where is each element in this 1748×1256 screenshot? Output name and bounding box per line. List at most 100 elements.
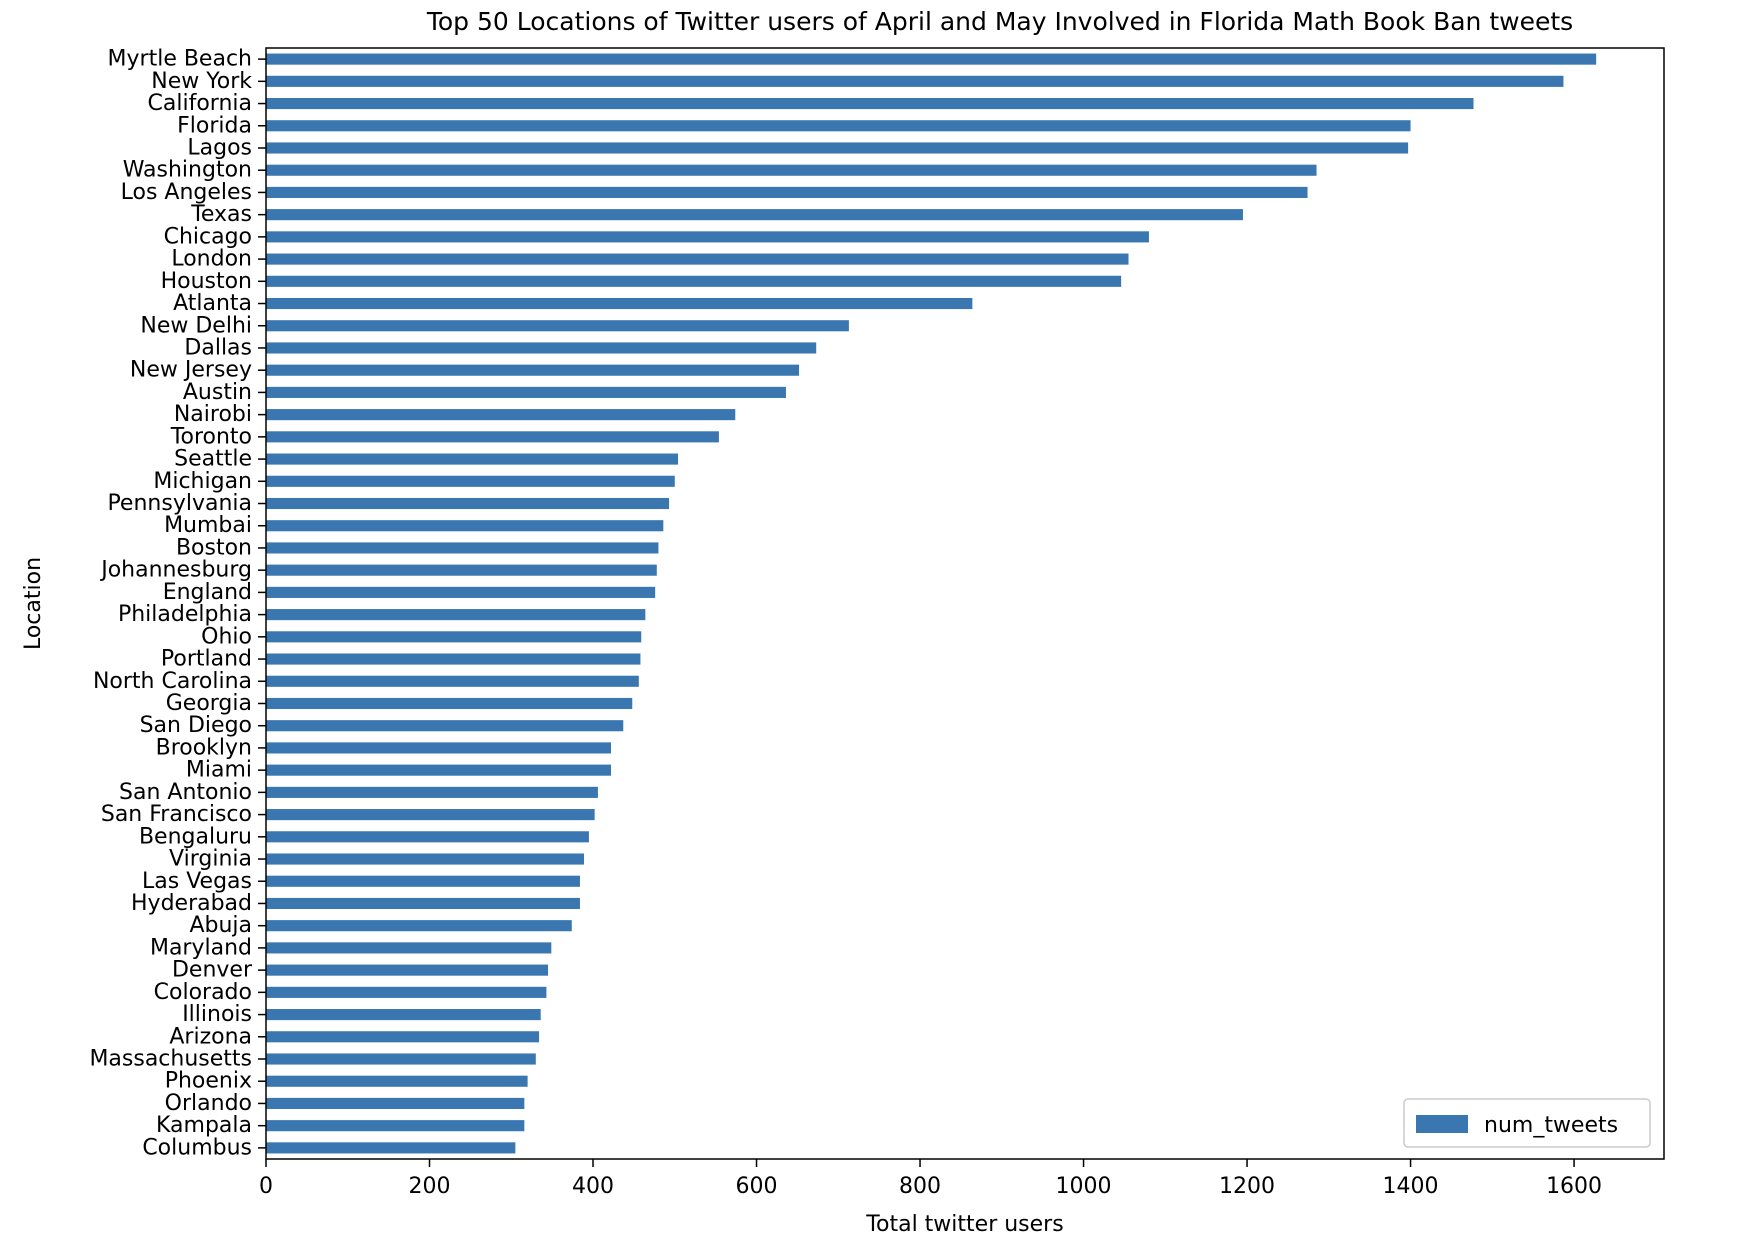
- y-tick-label: Philadelphia: [118, 602, 252, 627]
- y-tick-label: Phoenix: [165, 1069, 252, 1094]
- y-tick-label: Portland: [161, 647, 252, 672]
- x-tick-label: 800: [899, 1174, 941, 1199]
- legend-swatch: [1416, 1115, 1468, 1133]
- y-tick-label: New Delhi: [140, 313, 252, 338]
- bar-colorado: [266, 986, 547, 998]
- y-tick-label: Maryland: [150, 935, 252, 960]
- bar-philadelphia: [266, 609, 646, 621]
- x-tick-label: 200: [409, 1174, 451, 1199]
- bar-toronto: [266, 431, 719, 443]
- y-tick-label: Boston: [176, 535, 252, 560]
- bar-new-york: [266, 75, 1564, 87]
- y-tick-label: Toronto: [170, 424, 252, 449]
- x-axis-title: Total twitter users: [865, 1212, 1063, 1237]
- x-axis-ticks: 0 200 400 600 800 1000 1200 1400 1600: [259, 1159, 1602, 1199]
- bar-johannesburg: [266, 564, 657, 576]
- bar-san-antonio: [266, 786, 598, 798]
- x-tick-label: 600: [736, 1174, 778, 1199]
- bar-michigan: [266, 475, 675, 487]
- y-tick-label: Texas: [190, 202, 252, 227]
- bar-miami: [266, 764, 612, 776]
- y-tick-label: Dallas: [184, 335, 252, 360]
- y-tick-label: Pennsylvania: [107, 491, 252, 516]
- x-tick-label: 400: [572, 1174, 614, 1199]
- bar-san-francisco: [266, 809, 595, 821]
- bar-bengaluru: [266, 831, 589, 843]
- y-tick-label: England: [163, 580, 252, 605]
- y-tick-label: Massachusetts: [89, 1047, 252, 1072]
- y-axis-title: Location: [21, 557, 46, 650]
- bar-england: [266, 586, 656, 598]
- bar-orlando: [266, 1097, 525, 1110]
- bar-dallas: [266, 342, 817, 354]
- y-tick-label: Virginia: [169, 847, 252, 872]
- y-tick-label: London: [171, 247, 252, 272]
- bar-virginia: [266, 853, 585, 865]
- bar-hyderabad: [266, 897, 580, 910]
- legend-box: [1403, 1098, 1651, 1148]
- bar-illinois: [266, 1009, 541, 1021]
- bar-las-vegas: [266, 875, 580, 887]
- y-tick-label: Abuja: [189, 913, 252, 938]
- y-tick-label: Hyderabad: [131, 891, 252, 916]
- chart-title: Top 50 Locations of Twitter users of Apr…: [426, 7, 1573, 36]
- bar-denver: [266, 964, 549, 976]
- y-tick-label: Austin: [183, 380, 252, 405]
- y-tick-label: Arizona: [169, 1024, 252, 1049]
- y-tick-label: Washington: [123, 158, 252, 183]
- y-tick-label: Mumbai: [164, 513, 252, 538]
- x-tick-label: 1000: [1056, 1174, 1112, 1199]
- bar-new-delhi: [266, 320, 849, 332]
- y-tick-label: Denver: [172, 958, 253, 983]
- bar-arizona: [266, 1031, 540, 1043]
- bar-florida: [266, 120, 1411, 132]
- bar-portland: [266, 653, 641, 665]
- y-tick-label: North Carolina: [93, 669, 252, 694]
- bar-abuja: [266, 920, 572, 932]
- bars-group: [266, 53, 1597, 1154]
- x-tick-label: 1400: [1383, 1174, 1439, 1199]
- bar-north-carolina: [266, 675, 639, 687]
- bar-los-angeles: [266, 186, 1308, 198]
- y-tick-label: Columbus: [142, 1135, 252, 1160]
- y-tick-label: Chicago: [164, 224, 252, 249]
- bar-nairobi: [266, 409, 736, 421]
- y-tick-label: Lagos: [187, 135, 252, 160]
- y-tick-label: San Francisco: [101, 802, 252, 827]
- x-tick-label: 1200: [1219, 1174, 1275, 1199]
- y-tick-label: New York: [151, 69, 252, 94]
- y-tick-label: Michigan: [153, 469, 252, 494]
- bar-lagos: [266, 142, 1409, 154]
- bar-myrtle-beach: [266, 53, 1597, 65]
- bar-mumbai: [266, 520, 664, 532]
- legend-label: num_tweets: [1484, 1113, 1618, 1138]
- y-tick-label: Nairobi: [174, 402, 252, 427]
- bar-new-jersey: [266, 364, 800, 376]
- bar-austin: [266, 386, 786, 398]
- y-tick-label: Ohio: [201, 624, 252, 649]
- y-tick-label: Houston: [161, 269, 252, 294]
- bar-atlanta: [266, 297, 973, 310]
- bar-georgia: [266, 697, 633, 710]
- y-tick-label: Myrtle Beach: [108, 47, 252, 72]
- bar-washington: [266, 164, 1317, 176]
- y-tick-label: Seattle: [174, 447, 252, 472]
- x-tick-label: 0: [259, 1174, 273, 1199]
- y-tick-label: San Diego: [140, 713, 252, 738]
- bar-houston: [266, 275, 1122, 287]
- y-tick-label: San Antonio: [119, 780, 252, 805]
- x-tick-label: 1600: [1546, 1174, 1602, 1199]
- bar-pennsylvania: [266, 497, 670, 510]
- bar-london: [266, 253, 1129, 265]
- y-tick-label: Las Vegas: [142, 869, 252, 894]
- bar-san-diego: [266, 720, 624, 732]
- y-tick-label: Illinois: [182, 1002, 252, 1027]
- bar-phoenix: [266, 1075, 528, 1087]
- bar-chicago: [266, 231, 1149, 243]
- bar-ohio: [266, 631, 642, 643]
- y-tick-label: California: [148, 91, 252, 116]
- bar-boston: [266, 542, 659, 554]
- y-tick-label: Florida: [177, 113, 252, 138]
